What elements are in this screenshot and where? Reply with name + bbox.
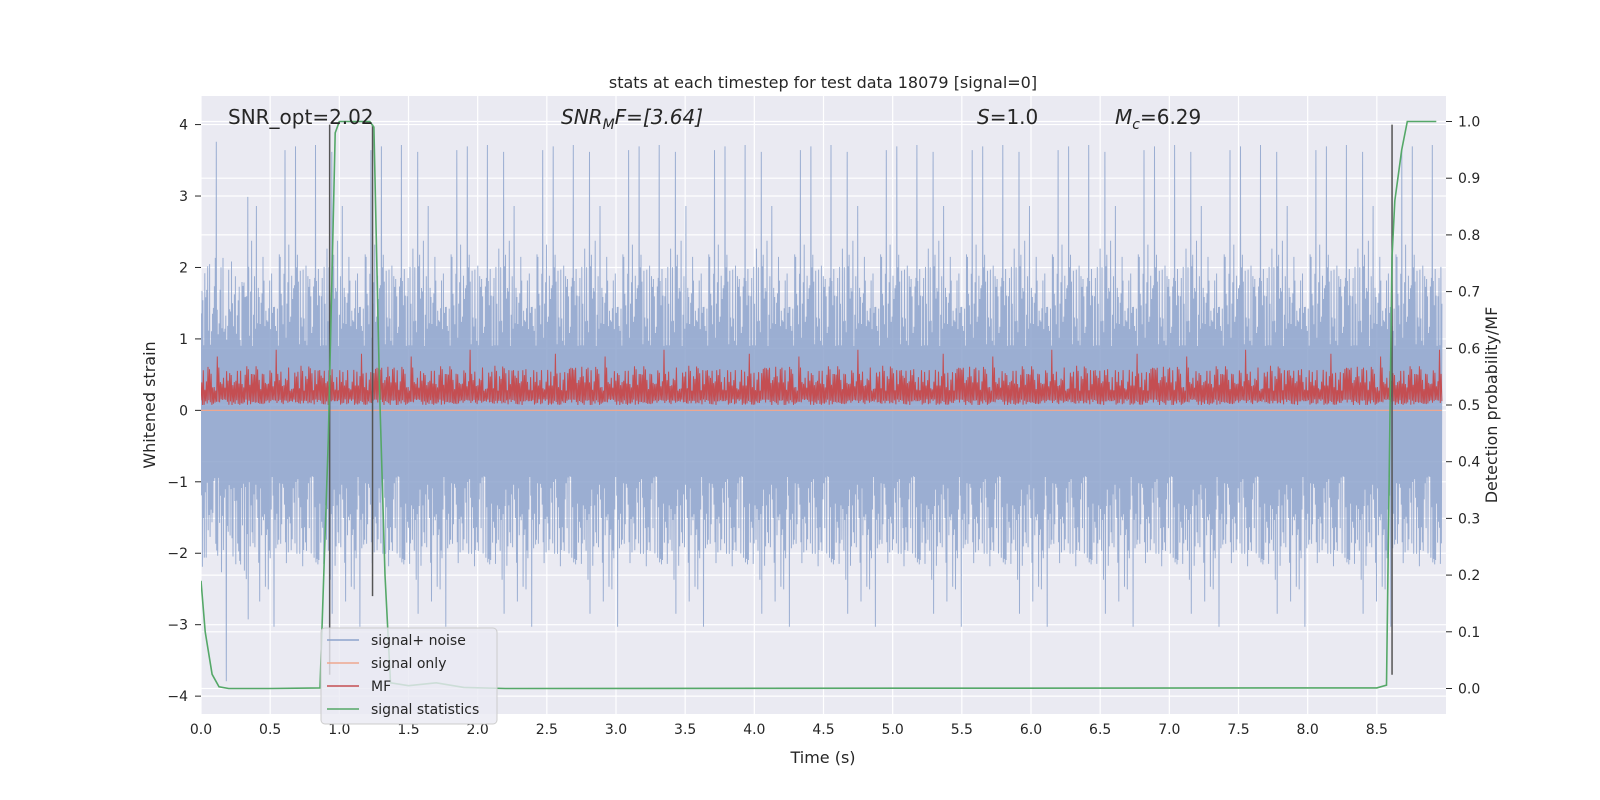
- series-mf: [201, 349, 1443, 406]
- x-tick-label: 0.5: [259, 722, 281, 738]
- y-tick-label: 3: [179, 189, 188, 205]
- x-tick-label: 7.0: [1158, 722, 1180, 738]
- legend: signal+ noise signal only MF signal stat…: [320, 627, 498, 725]
- x-tick-label: 5.5: [951, 722, 973, 738]
- x-tick-label: 4.0: [743, 722, 765, 738]
- y-right-tick-label: 0.0: [1458, 681, 1480, 697]
- legend-label-mf: MF: [371, 679, 391, 695]
- y-right-tick-label: 0.9: [1458, 171, 1480, 187]
- annotation-snr-opt: SNR_opt=2.02: [228, 105, 374, 129]
- y-right-tick-label: 0.4: [1458, 455, 1480, 471]
- y-tick-label: 2: [179, 260, 188, 276]
- x-tick-label: 1.5: [397, 722, 419, 738]
- legend-box: [320, 627, 498, 725]
- x-tick-label: 0.0: [190, 722, 212, 738]
- x-tick-label: 8.0: [1297, 722, 1319, 738]
- legend-label-signal-only: signal only: [371, 656, 446, 672]
- x-tick-label: 4.5: [812, 722, 834, 738]
- x-axis-label: Time (s): [789, 748, 855, 767]
- y-right-tick-label: 1.0: [1458, 115, 1480, 131]
- y-right-tick-label: 0.2: [1458, 568, 1480, 584]
- x-tick-label: 6.5: [1089, 722, 1111, 738]
- y-right-tick-label: 0.3: [1458, 511, 1480, 527]
- x-tick-label: 3.5: [674, 722, 696, 738]
- legend-label-signal-noise: signal+ noise: [371, 633, 466, 649]
- y-tick-label: 1: [179, 332, 188, 348]
- x-tick-label: 6.0: [1020, 722, 1042, 738]
- legend-label-signal-statistics: signal statistics: [371, 702, 479, 718]
- y-right-axis-label: Detection probability/MF: [1482, 307, 1501, 504]
- annotation-snr-mf: SNRMF=[3.64]: [561, 105, 703, 133]
- y-right-tick-label: 0.7: [1458, 285, 1480, 301]
- y-tick-label: −4: [167, 689, 188, 705]
- y-right-tick-label: 0.1: [1458, 625, 1480, 641]
- x-axis-ticks: 0.0 0.5 1.0 1.5 2.0 2.5 3.0 3.5 4.0 4.5 5.0 5.5 6.0 6…: [190, 722, 1388, 738]
- x-tick-label: 5.0: [882, 722, 904, 738]
- annotation-s: S=1.0: [977, 105, 1038, 129]
- y-axis-ticks: 4 3 2 1 0 −1 −2 −3 −4: [167, 118, 201, 705]
- series-signal-statistics: [201, 120, 1437, 690]
- y-right-tick-label: 0.5: [1458, 398, 1480, 414]
- y-tick-label: −3: [167, 618, 188, 634]
- y-right-tick-label: 0.6: [1458, 341, 1480, 357]
- x-tick-label: 3.0: [605, 722, 627, 738]
- y-tick-label: 0: [179, 403, 188, 419]
- y-tick-label: −1: [167, 475, 188, 491]
- series-signal-noise: [201, 141, 1443, 682]
- x-tick-label: 2.5: [536, 722, 558, 738]
- annotation-mc: Mc=6.29: [1115, 105, 1201, 133]
- y-right-axis-ticks: 1.0 0.9 0.8 0.7 0.6 0.5 0.4 0.3 0.2 0.1 0.0: [1446, 115, 1480, 697]
- y-right-tick-label: 0.8: [1458, 228, 1480, 244]
- y-tick-label: −2: [167, 546, 188, 562]
- x-tick-label: 2.0: [467, 722, 489, 738]
- chart-title: stats at each timestep for test data 180…: [609, 73, 1037, 92]
- x-tick-label: 8.5: [1366, 722, 1388, 738]
- y-axis-label: Whitened strain: [140, 341, 159, 468]
- x-tick-label: 7.5: [1227, 722, 1249, 738]
- y-tick-label: 4: [179, 118, 188, 134]
- x-tick-label: 1.0: [328, 722, 350, 738]
